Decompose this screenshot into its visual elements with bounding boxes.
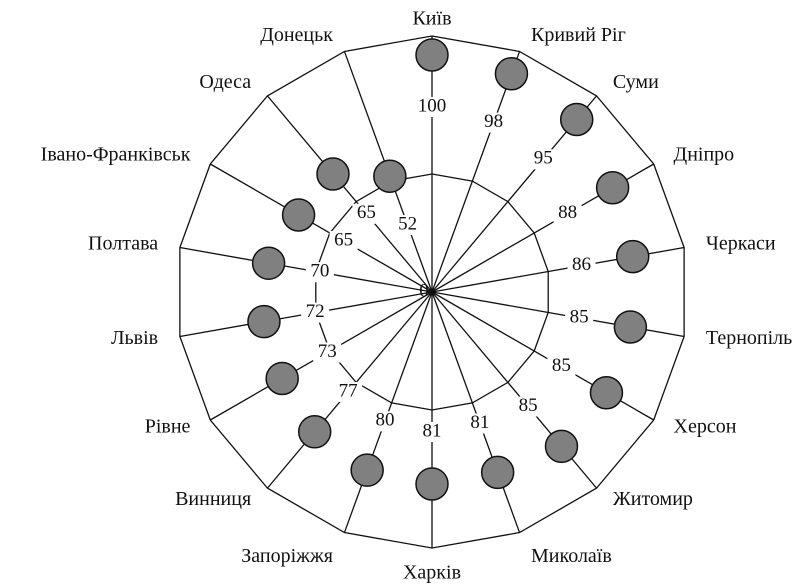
category-label: Житомир	[613, 488, 693, 510]
category-label: Кривий Ріг	[531, 24, 626, 46]
category-label: Миколаїв	[531, 545, 612, 567]
value-label-bg	[465, 413, 494, 434]
category-label: Херсон	[674, 416, 737, 438]
category-label: Тернопіль	[706, 327, 792, 349]
point	[251, 246, 286, 280]
value-label: 72	[306, 301, 325, 322]
value-label-bg	[301, 302, 330, 323]
value-label-bg	[393, 215, 422, 236]
spoke	[431, 291, 521, 533]
value-label: 85	[552, 355, 571, 376]
value-label: 65	[357, 202, 376, 223]
spoke	[266, 95, 433, 293]
value-label: 73	[318, 341, 337, 362]
point	[316, 157, 350, 191]
value-label-bg	[565, 307, 594, 328]
category-label: Черкаси	[706, 232, 776, 254]
point	[415, 467, 449, 501]
value-label: 85	[519, 395, 538, 416]
point	[613, 310, 648, 344]
point	[544, 429, 579, 464]
category-label: Полтава	[88, 232, 158, 254]
point	[615, 239, 650, 274]
point	[350, 453, 384, 487]
category-label: Харків	[403, 562, 461, 584]
value-label-bg	[553, 203, 582, 224]
category-label: Рівне	[145, 416, 191, 438]
value-label: 77	[339, 380, 358, 401]
point	[297, 415, 332, 449]
point	[281, 198, 316, 232]
category-label: Івано-Франківськ	[41, 144, 191, 166]
value-label-bg	[418, 97, 446, 117]
value-label-bg	[567, 255, 596, 276]
value-label: 80	[375, 410, 394, 431]
point	[595, 170, 630, 205]
value-label: 70	[310, 261, 329, 282]
category-label: Одеса	[199, 71, 251, 93]
value-label-bg	[479, 112, 508, 133]
center-label: 0	[419, 280, 429, 301]
spoke	[431, 51, 521, 293]
category-label: Дніпро	[674, 144, 735, 166]
value-label: 85	[570, 306, 589, 327]
value-label-bg	[329, 230, 358, 251]
value-label-bg	[547, 356, 576, 377]
point	[247, 304, 281, 339]
point	[373, 159, 407, 193]
category-label: Львів	[111, 327, 158, 349]
value-label-bg	[529, 149, 558, 170]
point	[480, 455, 515, 490]
value-label-bg	[514, 396, 543, 417]
point	[494, 56, 529, 91]
value-label: 100	[418, 95, 447, 116]
point	[415, 38, 449, 72]
value-label: 81	[470, 412, 489, 433]
value-label: 95	[534, 148, 553, 169]
value-label: 52	[398, 213, 417, 234]
category-label: Суми	[613, 71, 659, 93]
value-label-bg	[305, 262, 334, 283]
spoke	[209, 163, 433, 293]
category-label: Донецьк	[260, 24, 333, 46]
value-label: 98	[484, 111, 503, 132]
value-label: 65	[334, 229, 353, 250]
value-label-bg	[418, 421, 446, 442]
category-label: Винниця	[175, 488, 251, 510]
value-label: 88	[558, 202, 577, 223]
point	[559, 102, 594, 137]
value-label-bg	[352, 203, 381, 224]
value-label: 81	[423, 420, 442, 441]
value-label-bg	[313, 342, 342, 363]
category-label: Київ	[412, 8, 451, 30]
value-label-bg	[334, 381, 363, 402]
value-label: 86	[572, 254, 591, 275]
category-label: Запоріжжя	[241, 545, 333, 567]
point	[589, 375, 624, 410]
point	[265, 361, 299, 396]
value-label-bg	[370, 411, 399, 432]
